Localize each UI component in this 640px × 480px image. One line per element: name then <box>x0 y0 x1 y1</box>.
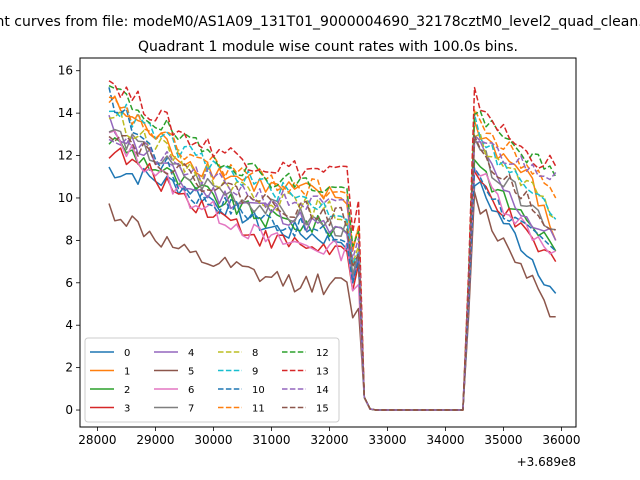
legend-label: 2 <box>124 385 130 396</box>
series-line-3 <box>108 147 557 411</box>
series-line-13 <box>108 80 557 411</box>
legend-label: 7 <box>188 404 194 415</box>
x-tick-label: 34000 <box>426 433 464 447</box>
y-tick-label: 6 <box>65 276 73 290</box>
x-tick-label: 32000 <box>310 433 348 447</box>
axes-frame <box>79 57 577 428</box>
x-tick-label: 35000 <box>484 433 522 447</box>
y-tick-label: 10 <box>58 191 73 205</box>
x-tick-label: 36000 <box>542 433 580 447</box>
series-line-10 <box>108 87 557 411</box>
series-line-11 <box>108 96 557 411</box>
x-tick-label: 31000 <box>252 433 290 447</box>
legend-label: 6 <box>188 385 194 396</box>
y-tick-label: 14 <box>58 106 73 120</box>
y-tick-label: 16 <box>58 64 73 78</box>
x-tick-label: 28000 <box>78 433 116 447</box>
y-tick-label: 12 <box>58 149 73 163</box>
legend-label: 14 <box>316 385 329 396</box>
legend-label: 10 <box>252 385 265 396</box>
legend-label: 4 <box>188 348 194 359</box>
series-line-5 <box>108 191 556 411</box>
series-line-8 <box>108 110 557 411</box>
legend-label: 15 <box>316 404 329 415</box>
legend-label: 5 <box>188 367 194 378</box>
legend-label: 3 <box>124 404 130 415</box>
legend-label: 0 <box>124 348 130 359</box>
x-tick-label: 29000 <box>136 433 174 447</box>
legend-label: 9 <box>252 367 258 378</box>
series-line-14 <box>108 134 557 411</box>
series-line-4 <box>108 114 557 411</box>
legend-label: 11 <box>252 404 265 415</box>
series-line-12 <box>108 85 557 411</box>
x-offset-label: +3.689e8 <box>517 455 576 469</box>
series-line-15 <box>108 135 556 411</box>
y-tick-label: 0 <box>65 403 73 417</box>
series-line-2 <box>108 137 557 411</box>
legend-label: 1 <box>124 367 130 378</box>
y-tick-label: 2 <box>65 361 73 375</box>
axes-title: Quadrant 1 module wise count rates with … <box>138 39 518 55</box>
x-tick-label: 30000 <box>194 433 232 447</box>
series-line-6 <box>108 130 557 411</box>
legend-label: 12 <box>316 348 329 359</box>
y-axis: 0 2 4 6 8 10 12 14 16 <box>58 64 80 417</box>
legend-label: 13 <box>316 367 329 378</box>
figure-suptitle: Light curves from file: modeM0/AS1A09_13… <box>0 14 640 30</box>
y-tick-label: 4 <box>65 318 73 332</box>
legend-label: 8 <box>252 348 258 359</box>
y-tick-label: 8 <box>65 233 73 247</box>
x-axis: 28000 29000 30000 31000 32000 33000 34000 35000… <box>78 427 581 447</box>
x-tick-label: 33000 <box>368 433 406 447</box>
series-layer <box>108 80 557 411</box>
legend-box <box>84 337 340 423</box>
